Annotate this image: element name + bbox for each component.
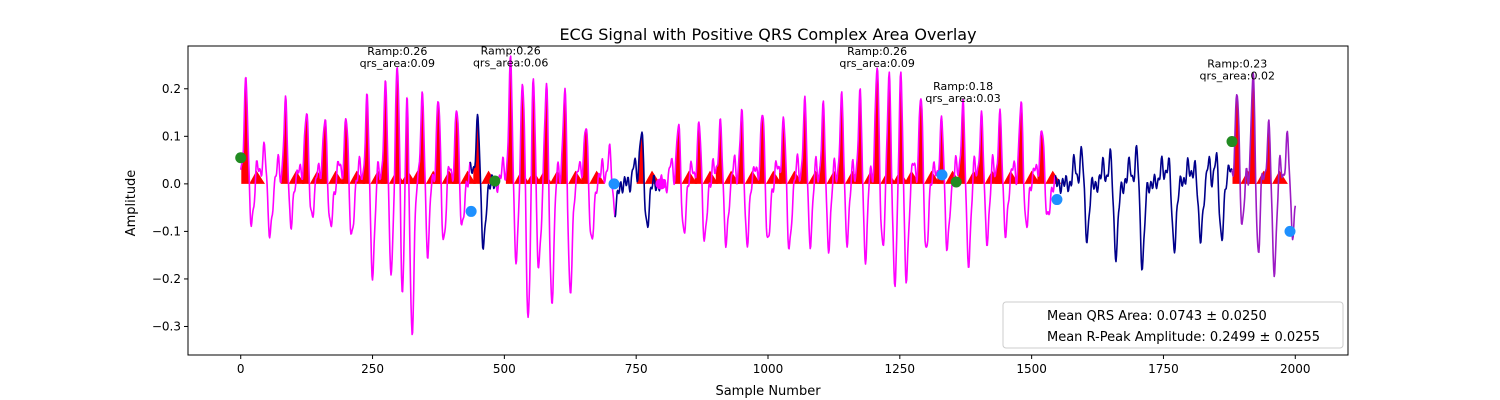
qrs-annotations: Ramp:0.26qrs_area:0.09Ramp:0.26qrs_area:… xyxy=(360,44,1275,105)
y-tick-label: −0.3 xyxy=(152,319,181,333)
x-tick-label: 750 xyxy=(625,362,648,376)
annotation-ramp: Ramp:0.26 xyxy=(847,45,907,58)
y-tick-label: −0.1 xyxy=(152,224,181,238)
qrs-baseline-fill xyxy=(589,170,606,184)
x-axis-label: Sample Number xyxy=(715,384,821,399)
boundary-markers xyxy=(235,136,1296,237)
annotation-qrs-area: qrs_area:0.09 xyxy=(839,57,914,70)
ecg-signal-segment xyxy=(469,113,498,250)
legend: Mean QRS Area: 0.0743 ± 0.0250 Mean R-Pe… xyxy=(1002,301,1344,349)
y-axis-ticks: −0.3 −0.2 −0.1 0.0 0.1 0.2 xyxy=(152,82,188,333)
legend-entry-qrs-area: Mean QRS Area: 0.0743 ± 0.0250 xyxy=(1047,309,1267,324)
qrs-area-fill xyxy=(473,114,483,184)
ecg-signal-segment xyxy=(495,55,616,319)
boundary-marker xyxy=(489,175,501,187)
x-tick-label: 500 xyxy=(493,362,516,376)
qrs-area-fill xyxy=(758,115,768,184)
boundary-marker xyxy=(655,178,667,190)
boundary-marker xyxy=(1226,136,1238,148)
x-tick-label: 250 xyxy=(361,362,384,376)
boundary-marker xyxy=(235,152,247,164)
qrs-area-fill xyxy=(301,113,312,184)
signal-lines xyxy=(239,55,1297,336)
ecg-signal-segment xyxy=(239,67,471,336)
y-axis-label: Amplitude xyxy=(124,170,139,237)
boundary-marker xyxy=(608,178,620,190)
qrs-baseline-fill xyxy=(1272,170,1288,184)
annotation-qrs-area: qrs_area:0.06 xyxy=(473,56,548,69)
legend-box xyxy=(1002,301,1344,349)
annotation-ramp: Ramp:0.18 xyxy=(933,80,993,93)
x-tick-label: 1500 xyxy=(1016,362,1047,376)
boundary-marker xyxy=(1051,194,1063,206)
x-tick-label: 1250 xyxy=(885,362,916,376)
ecg-signal-segment xyxy=(659,67,943,288)
ecg-signal-segment xyxy=(1231,72,1297,278)
ecg-signal-segment xyxy=(941,98,1057,269)
annotation-ramp: Ramp:0.26 xyxy=(367,45,427,58)
qrs-area-fill xyxy=(896,72,906,184)
annotation-qrs-area: qrs_area:0.02 xyxy=(1200,70,1275,83)
qrs-baseline-fill xyxy=(1045,170,1062,184)
boundary-marker xyxy=(1284,225,1296,237)
x-tick-label: 0 xyxy=(237,362,245,376)
x-tick-label: 2000 xyxy=(1280,362,1311,376)
annotation-qrs-area: qrs_area:0.03 xyxy=(925,92,1000,105)
qrs-area-fill xyxy=(976,111,987,184)
qrs-baseline-fill xyxy=(249,170,265,184)
qrs-area-fill xyxy=(528,78,539,184)
boundary-marker xyxy=(465,205,477,217)
qrs-baseline-fill xyxy=(702,170,719,184)
x-tick-label: 1750 xyxy=(1148,362,1179,376)
qrs-area-fill xyxy=(581,128,591,184)
qrs-area-fill xyxy=(320,119,330,184)
qrs-area-fill xyxy=(1016,101,1026,184)
y-tick-label: −0.2 xyxy=(152,272,181,286)
qrs-area-fill xyxy=(958,99,968,184)
ecg-signal-segment xyxy=(614,131,661,229)
y-tick-label: 0.1 xyxy=(162,129,181,143)
qrs-area-fill xyxy=(560,88,570,184)
annotation-ramp: Ramp:0.23 xyxy=(1207,58,1267,71)
qrs-area-fill xyxy=(402,96,412,184)
legend-entry-r-peak-amplitude: Mean R-Peak Amplitude: 0.2499 ± 0.0255 xyxy=(1047,330,1320,345)
qrs-area-fill xyxy=(715,118,726,184)
boundary-marker xyxy=(936,169,948,181)
boundary-marker xyxy=(950,176,962,188)
x-axis-ticks: 0 250 500 750 1000 1250 1500 1750 2000 xyxy=(237,355,1311,376)
chart-title: ECG Signal with Positive QRS Complex Are… xyxy=(559,25,976,44)
y-tick-label: 0.0 xyxy=(162,177,181,191)
annotation-qrs-area: qrs_area:0.09 xyxy=(360,57,435,70)
x-tick-label: 1000 xyxy=(753,362,784,376)
qrs-baseline-fill xyxy=(644,170,661,184)
ecg-signal-segment xyxy=(1054,144,1233,271)
annotation-ramp: Ramp:0.26 xyxy=(481,44,541,57)
y-tick-label: 0.2 xyxy=(162,82,181,96)
